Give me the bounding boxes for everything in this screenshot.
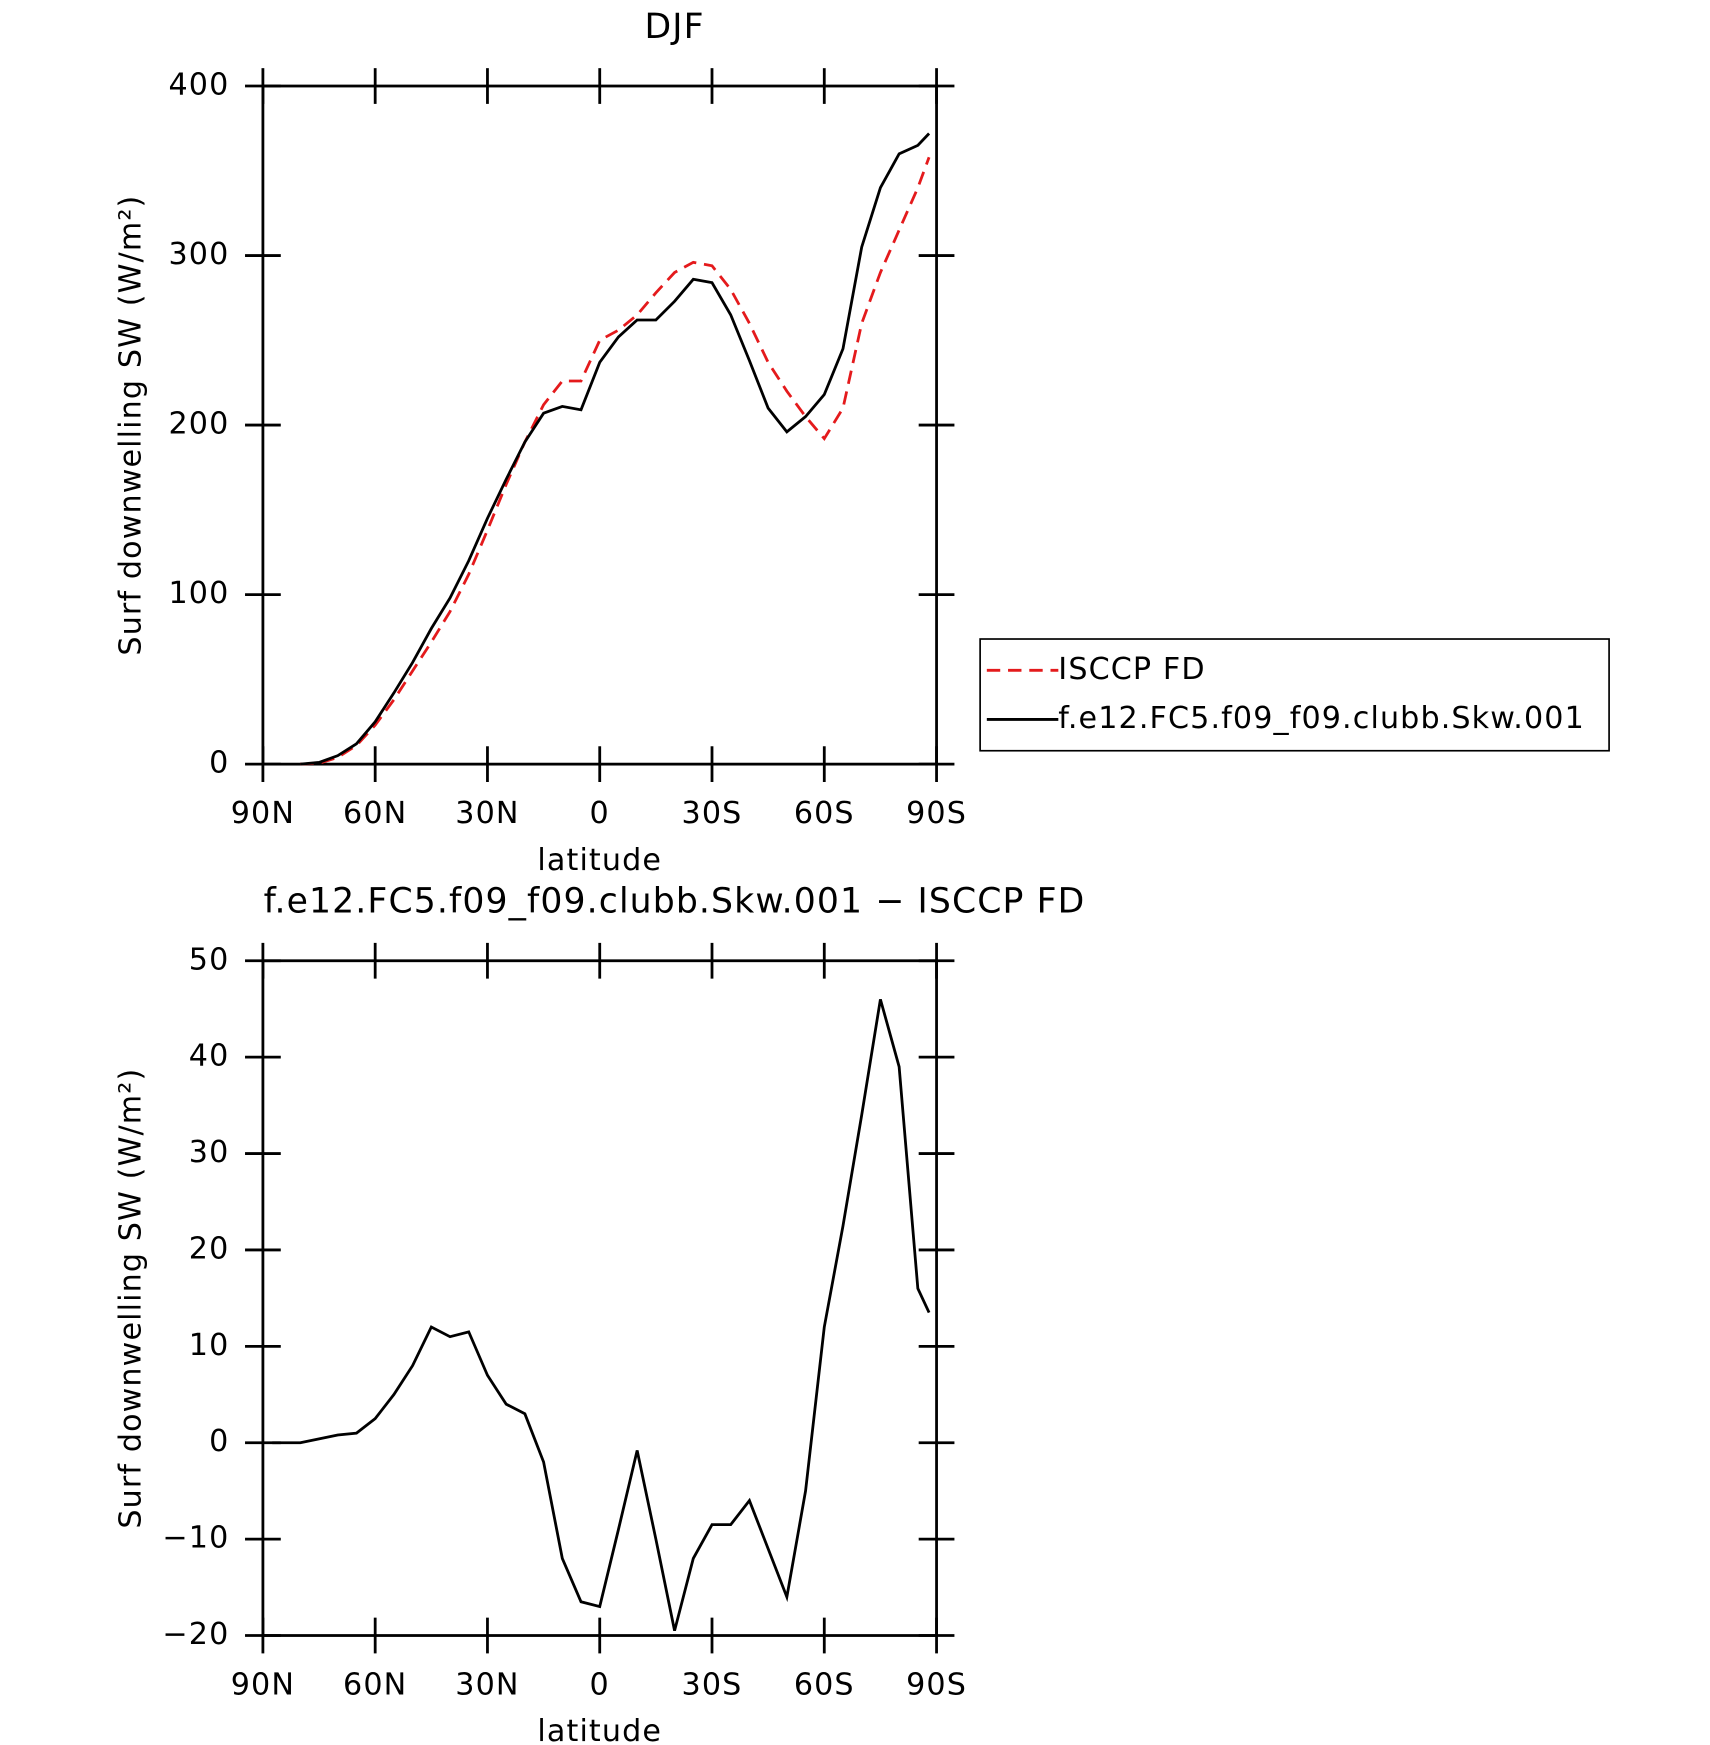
data-line — [272, 998, 931, 1632]
x-tick-label: 90N — [231, 1667, 295, 1702]
x-tick-label: 90S — [906, 796, 967, 831]
x-tick-label: 30N — [455, 1667, 519, 1702]
chart-title: f.e12.FC5.f09_f09.clubb.Skw.001 − ISCCP … — [264, 882, 1086, 922]
chart-title: DJF — [645, 7, 705, 47]
plot-frame — [261, 84, 938, 766]
x-tick-label: 60S — [794, 1667, 855, 1702]
plot-frame — [261, 959, 938, 1637]
y-tick-label: 100 — [168, 576, 229, 611]
y-tick-label: 10 — [189, 1328, 230, 1363]
y-tick-label: 400 — [168, 68, 229, 103]
x-tick-label: 90N — [231, 796, 295, 831]
y-tick-label: 50 — [189, 942, 230, 977]
legend-label: ISCCP FD — [1058, 652, 1205, 687]
y-tick-label: 0 — [209, 746, 229, 781]
x-tick-label: 90S — [906, 1667, 967, 1702]
y-tick-label: 0 — [209, 1424, 229, 1459]
x-tick-label: 0 — [590, 796, 610, 831]
y-tick-label: 30 — [189, 1135, 230, 1170]
y-tick-label: −10 — [162, 1521, 229, 1556]
x-tick-label: 60S — [794, 796, 855, 831]
y-tick-label: −20 — [162, 1617, 229, 1652]
y-tick-label: 40 — [189, 1039, 230, 1074]
x-tick-label: 60N — [343, 1667, 407, 1702]
x-tick-label: 30S — [682, 796, 743, 831]
y-tick-label: 300 — [168, 237, 229, 272]
data-line — [300, 132, 931, 766]
x-axis-label: latitude — [537, 843, 662, 878]
y-tick-label: 20 — [189, 1231, 230, 1266]
x-axis-label: latitude — [537, 1714, 662, 1745]
y-axis-label: Surf downwelling SW (W/m²) — [114, 1068, 149, 1529]
data-line — [300, 156, 931, 766]
y-tick-label: 200 — [168, 407, 229, 442]
x-tick-label: 0 — [590, 1667, 610, 1702]
x-tick-label: 30N — [455, 796, 519, 831]
x-tick-label: 60N — [343, 796, 407, 831]
legend-box — [979, 638, 1610, 752]
x-tick-label: 30S — [682, 1667, 743, 1702]
y-axis-label: Surf downwelling SW (W/m²) — [114, 195, 149, 656]
legend-label: f.e12.FC5.f09_f09.clubb.Skw.001 — [1058, 701, 1585, 736]
